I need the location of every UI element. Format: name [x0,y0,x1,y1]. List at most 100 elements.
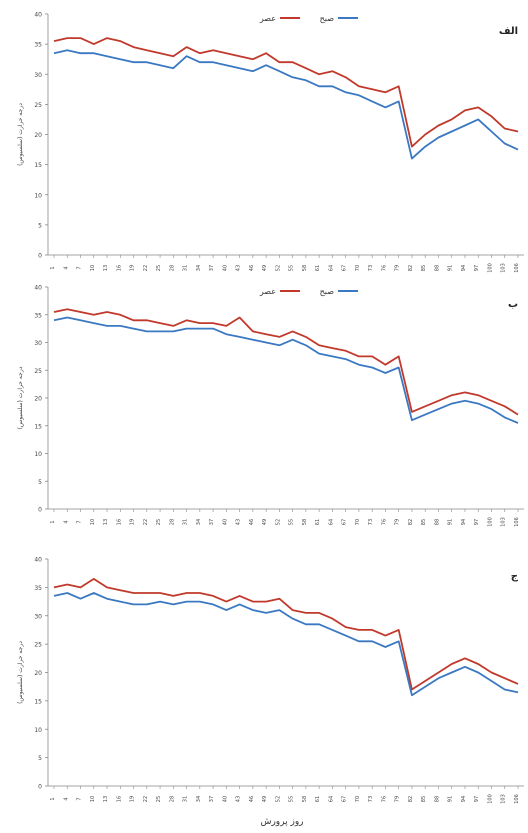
x-tick-label: 85 [421,265,427,271]
x-tick-label: 43 [236,265,242,271]
x-tick-label: 13 [103,265,109,271]
x-tick-label: 82 [408,519,414,525]
y-tick-label: 35 [34,42,42,49]
y-tick-label: 15 [34,423,42,430]
y-tick-label: 25 [34,642,42,649]
x-tick-label: 7 [77,797,83,800]
x-tick-label: 79 [395,265,401,271]
x-tick-label: 4 [63,797,69,800]
y-tick-label: 5 [38,222,42,229]
x-tick-label: 25 [156,796,162,802]
x-tick-label: 4 [63,520,69,523]
x-tick-label: 76 [381,519,387,525]
x-tick-label: 64 [328,519,334,525]
x-tick-label: 28 [169,265,175,271]
x-tick-label: 37 [209,265,215,271]
x-tick-label: 55 [289,519,295,525]
x-tick-label: 73 [368,796,374,802]
x-tick-label: 64 [328,796,334,802]
x-tick-label: 46 [249,265,255,271]
y-tick-label: 35 [34,312,42,319]
x-tick-label: 79 [395,519,401,525]
x-tick-label: 100 [487,517,493,527]
x-tick-label: 52 [275,265,281,271]
x-tick-label: 106 [514,517,520,527]
x-tick-label: 28 [169,519,175,525]
y-tick-label: 0 [38,784,42,791]
x-tick-label: 67 [342,796,348,802]
x-tick-label: 10 [90,519,96,525]
x-tick-label: 70 [355,265,361,271]
series-line [53,316,519,424]
panel-label: ب [508,299,518,310]
x-tick-label: 103 [501,794,507,804]
x-tick-label: 16 [116,796,122,802]
x-tick-label: 82 [408,265,414,271]
x-tick-label: 106 [514,263,520,273]
x-tick-label: 49 [262,796,268,802]
legend-label: صبح [320,287,335,296]
y-tick-label: 15 [34,698,42,705]
x-tick-label: 73 [368,265,374,271]
series-line [53,592,519,697]
x-tick-label: 10 [90,265,96,271]
x-tick-label: 97 [474,519,480,525]
x-tick-label: 19 [130,796,136,802]
x-tick-label: 82 [408,796,414,802]
x-tick-label: 85 [421,519,427,525]
y-tick-label: 40 [34,557,42,564]
x-tick-label: 61 [315,796,321,802]
x-tick-label: 7 [77,266,83,269]
x-tick-label: 1 [50,520,56,523]
x-tick-label: 22 [143,265,149,271]
x-tick-label: 46 [249,796,255,802]
chart-panel: 0 5 10 15 20 25 30 35 40 1 4 7 10 13 16 19 22 25 28 31 34 37 4… [17,557,524,804]
chart-panel: 0 5 10 15 20 25 30 35 40 1 4 7 10 13 16 19 22 25 28 31 34 37 4… [17,285,524,527]
x-tick-label: 13 [103,796,109,802]
x-tick-label: 88 [434,265,440,271]
x-tick-label: 73 [368,519,374,525]
x-tick-label: 52 [275,796,281,802]
x-tick-label: 28 [169,796,175,802]
y-tick-label: 5 [38,479,42,486]
x-tick-label: 103 [501,517,507,527]
x-tick-label: 88 [434,796,440,802]
x-tick-label: 4 [63,266,69,269]
x-tick-label: 31 [183,265,189,271]
y-tick-label: 0 [38,507,42,514]
x-tick-label: 49 [262,519,268,525]
y-tick-label: 25 [34,368,42,375]
x-tick-label: 94 [461,519,467,525]
panel-label: ج [511,571,519,582]
x-tick-label: 67 [342,265,348,271]
x-tick-label: 55 [289,796,295,802]
x-tick-label: 61 [315,519,321,525]
series-line [53,308,519,416]
x-tick-label: 58 [302,796,308,802]
x-tick-label: 31 [183,796,189,802]
y-tick-label: 0 [38,253,42,260]
y-tick-label: 40 [34,285,42,292]
x-tick-label: 85 [421,796,427,802]
x-tick-label: 16 [116,265,122,271]
x-tick-label: 10 [90,796,96,802]
y-tick-label: 25 [34,102,42,109]
x-tick-label: 37 [209,519,215,525]
x-tick-label: 70 [355,796,361,802]
x-tick-label: 7 [77,520,83,523]
x-tick-label: 67 [342,519,348,525]
x-tick-label: 22 [143,519,149,525]
y-tick-label: 40 [34,12,42,19]
x-tick-label: 94 [461,265,467,271]
x-tick-label: 79 [395,796,401,802]
x-tick-label: 31 [183,519,189,525]
x-tick-label: 91 [448,796,454,802]
x-tick-label: 100 [487,263,493,273]
y-tick-label: 10 [34,451,42,458]
legend-label: عصر [259,287,276,296]
x-tick-label: 49 [262,265,268,271]
x-tick-label: 34 [196,519,202,525]
x-tick-label: 70 [355,519,361,525]
y-tick-label: 30 [34,72,42,79]
